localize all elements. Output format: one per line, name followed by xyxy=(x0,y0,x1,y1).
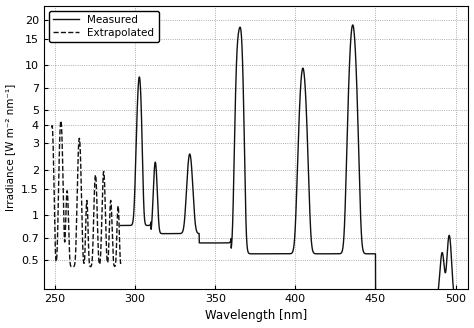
Measured xyxy=(118,223,124,227)
Extrapolated xyxy=(116,211,121,215)
Extrapolated xyxy=(103,236,109,239)
Extrapolated xyxy=(49,125,55,129)
Line: Measured: Measured xyxy=(121,25,464,298)
Measured xyxy=(461,296,466,300)
X-axis label: Wavelength [nm]: Wavelength [nm] xyxy=(205,309,307,322)
Extrapolated xyxy=(58,119,64,123)
Measured xyxy=(376,296,382,300)
Measured xyxy=(341,237,346,241)
Line: Extrapolated: Extrapolated xyxy=(52,121,121,267)
Measured xyxy=(180,229,186,233)
Measured xyxy=(400,296,406,300)
Extrapolated xyxy=(116,212,121,216)
Extrapolated xyxy=(70,265,75,269)
Legend: Measured, Extrapolated: Measured, Extrapolated xyxy=(49,11,159,42)
Measured xyxy=(374,296,380,300)
Measured xyxy=(249,252,255,256)
Y-axis label: Irradiance [W m⁻² nm⁻¹]: Irradiance [W m⁻² nm⁻¹] xyxy=(6,84,16,211)
Extrapolated xyxy=(81,259,86,263)
Measured xyxy=(350,23,356,27)
Extrapolated xyxy=(53,245,58,249)
Extrapolated xyxy=(82,238,88,242)
Measured xyxy=(323,252,329,256)
Extrapolated xyxy=(118,262,124,266)
